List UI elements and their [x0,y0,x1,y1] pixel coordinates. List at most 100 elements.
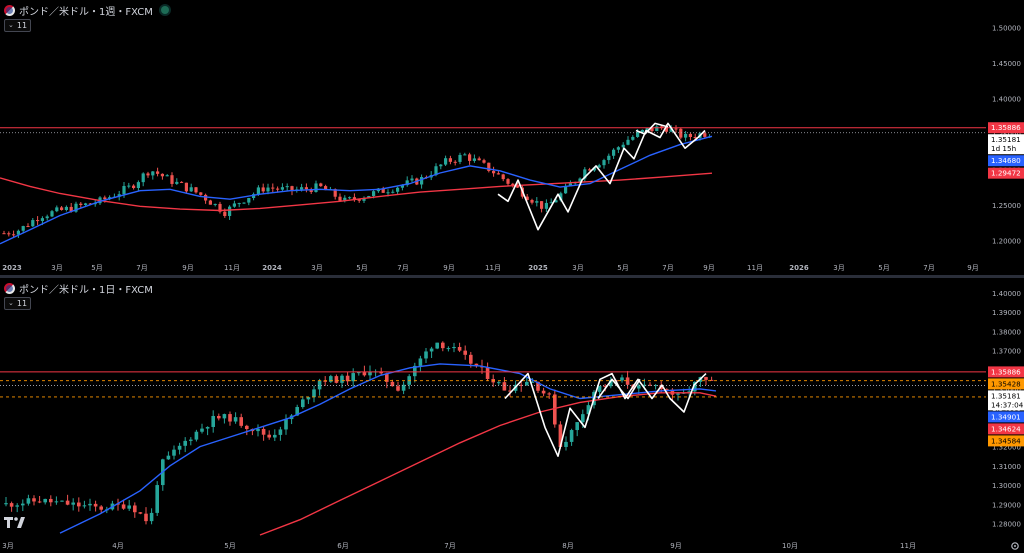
candle-body [204,194,208,201]
candle-body [564,186,568,194]
candle-body [301,399,305,408]
candle-body [271,187,275,189]
tradingview-logo-icon[interactable] [4,516,26,530]
price-tag [988,366,1024,378]
candle-body [541,390,546,394]
candle-body [239,417,243,426]
time-axis-label: 11月 [224,264,240,272]
candle-body [592,167,596,171]
candle-body [290,186,294,191]
candle-body [640,129,644,133]
candle-body [502,382,507,391]
candle-body [351,373,355,382]
candle-body [348,197,352,199]
time-axis-label: 9月 [182,264,193,272]
candle-body [172,449,176,456]
candle-body [324,186,328,191]
candle-body [242,202,246,204]
candle-body [74,203,78,212]
candle-body [65,500,70,505]
candle-body [12,234,16,236]
fast-moving-average-line [59,363,717,534]
price-axis-tick: 1.31000 [992,463,1021,471]
time-axis-label: 11月 [900,542,916,550]
candle-body [553,394,557,425]
candle-body [338,196,342,201]
weekly-chart-pane[interactable]: ポンド／米ドル・1週・FXCM ⌄ 11 1.50000 1.45000 1.400… [0,0,1024,275]
candle-body [664,127,668,132]
candle-body [645,127,649,130]
candle-body [2,233,6,235]
candle-body [487,162,491,171]
candle-body [525,196,529,201]
price-tag [988,134,1024,155]
candle-body [133,505,137,513]
time-axis-label: 7月 [397,264,408,272]
candle-body [621,144,625,148]
settings-gear-icon[interactable] [1010,541,1020,551]
candle-body [597,385,602,392]
candle-body [228,414,232,422]
price-tag-countdown: 14:37:04 [991,400,1024,409]
candle-body [103,197,107,200]
candle-body [704,377,708,380]
candle-body [530,381,535,383]
candle-body [687,391,691,393]
price-axis-tick: 1.45000 [992,60,1021,68]
candle-body [439,164,443,167]
candle-body [612,149,616,156]
pane-divider[interactable] [0,275,1024,278]
weekly-symbol-title[interactable]: ポンド／米ドル・1週・FXCM [19,6,153,18]
candle-body [247,197,251,203]
price-tag [988,167,1024,179]
candle-body [256,187,260,195]
price-tag-label: 1.35886 [991,123,1021,132]
candle-body [620,377,624,381]
time-axis-label: 7月 [923,264,934,272]
candle-body [276,188,280,190]
candle-body [177,445,182,450]
candle-body [228,206,232,216]
candle-body [381,188,385,193]
candle-body [693,136,697,138]
candle-body [578,178,582,183]
chevron-down-icon: ⌄ [8,21,14,29]
time-axis-label: 4月 [112,542,123,550]
candle-body [586,405,591,415]
daily-chart-canvas[interactable]: 1.400001.390001.380001.370001.360001.350… [0,278,1024,553]
zigzag-drawing [635,122,669,135]
zigzag-drawing [597,378,641,400]
daily-indicator-toggle[interactable]: ⌄ 11 [4,297,32,310]
weekly-chart-canvas[interactable]: 1.500001.450001.400001.350001.300001.250… [0,0,1024,275]
candle-body [199,192,203,195]
candle-body [4,503,8,505]
candle-body [55,207,59,212]
price-axis-tick: 1.25000 [992,202,1021,210]
daily-symbol-title[interactable]: ポンド／米ドル・1日・FXCM [19,284,153,296]
candle-body [7,233,11,235]
weekly-indicator-toggle[interactable]: ⌄ 11 [4,19,32,32]
candle-body [452,346,456,349]
candle-body [9,503,14,507]
candle-body [122,185,126,195]
candle-body [435,342,439,349]
candle-body [194,187,198,193]
daily-chart-pane[interactable]: ポンド／米ドル・1日・FXCM ⌄ 11 1.40000 1.39000 1.380… [0,278,1024,553]
candle-body [21,226,25,231]
candle-body [200,428,204,432]
price-tag-label: 1.34680 [991,156,1021,165]
time-axis-label: 5月 [617,264,628,272]
candle-body [99,506,103,510]
price-tag-label: 1.34901 [991,412,1021,421]
candle-body [49,498,53,503]
candle-body [175,181,179,184]
candle-body [424,351,428,359]
candle-body [463,154,467,156]
candle-body [151,171,155,176]
candle-body [156,171,160,174]
candle-body [43,498,47,503]
candle-body [448,158,452,162]
candle-body [323,380,327,382]
candle-body [295,407,299,416]
time-axis-label: 3月 [833,264,844,272]
